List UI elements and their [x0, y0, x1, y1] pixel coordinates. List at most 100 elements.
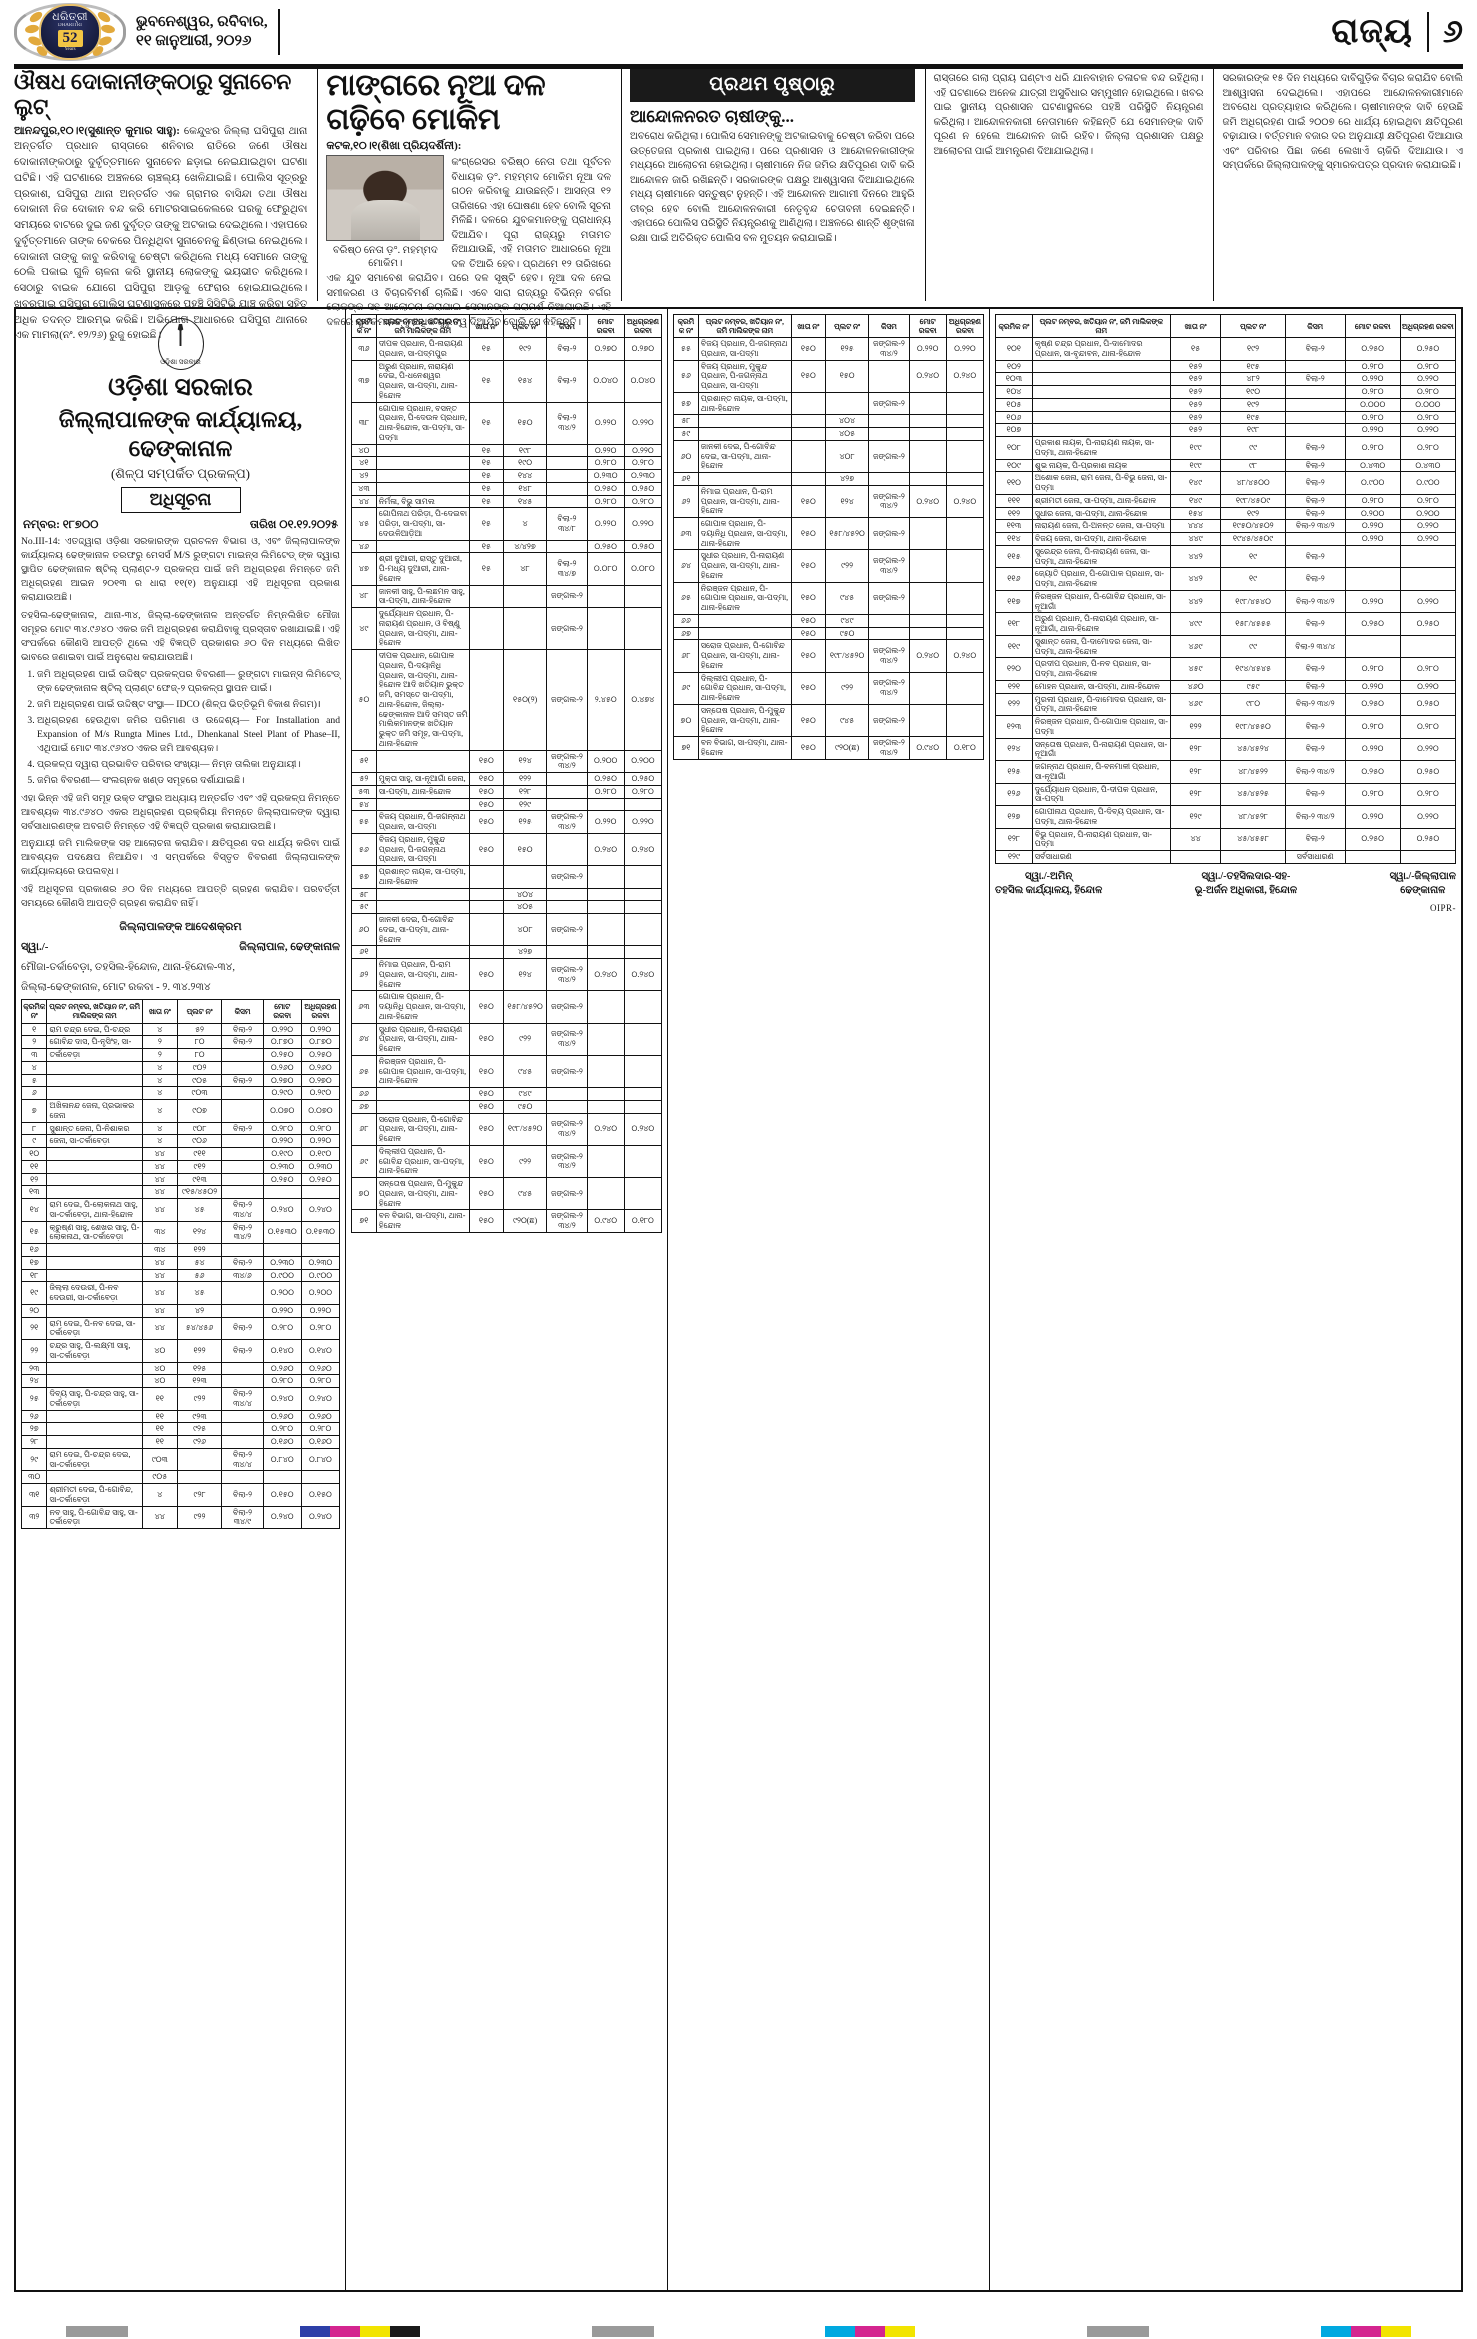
table-cell: ବିଲା-୨ — [221, 1339, 264, 1363]
table-cell: ୦.୨୪୦ — [945, 359, 985, 393]
table-cell — [546, 456, 588, 471]
table-cell: ୯୪୯ — [824, 613, 870, 628]
table-cell: ୧୫ — [468, 469, 504, 483]
land-table-b2: କ୍ରମିକ ନଂ ପ୍ଲଟ ନମ୍ବର, ଖତିୟାନ ନଂ, ଜମି ମାଲ… — [673, 313, 985, 760]
table-cell: ଜଙ୍ଗଲ-୨ — [546, 584, 588, 609]
notice-list-item: ପ୍ରକଳ୍ପ ଦ୍ୱାରା ପ୍ରଭାବିତ ପରିବାର ସଂଖ୍ୟା— ନ… — [37, 758, 340, 772]
table-cell: ୯୯ — [1220, 436, 1286, 460]
table-cell — [908, 549, 947, 583]
table-cell: ୧୯ — [20, 1281, 48, 1305]
table-cell: ୧୯୮/୪୫୨୦ — [502, 1112, 548, 1146]
table-cell: ପ୍ରଦୀପ ପ୍ରଧାନ, ପି-ନବ ପ୍ରଧାନ, ସା-ପଦ୍ମା, ଥ… — [1031, 657, 1171, 681]
table-cell: ୦.୨୮୦ — [623, 784, 663, 799]
table-cell: ୧୨୧ — [995, 679, 1033, 694]
th-kisam: କିସମ — [221, 999, 264, 1024]
table-cell: ୪୪୨ — [1169, 567, 1222, 591]
table-cell: ୪୫ — [351, 507, 377, 541]
th-serial: କ୍ରମିକ ନଂ — [20, 999, 48, 1024]
table-cell — [790, 391, 826, 416]
table-cell: ୩୬ — [351, 337, 377, 361]
table-cell — [468, 887, 504, 902]
table-cell: ୧୫୪ — [1169, 506, 1222, 521]
table-cell: ୧୯୨ — [1220, 397, 1286, 412]
table-cell: ୧୯୯ — [1169, 436, 1222, 460]
table-cell — [221, 1243, 264, 1257]
table-cell: ୦.୨୨୦ — [262, 1134, 302, 1148]
table-cell — [221, 1134, 264, 1148]
table-cell: ୦.୧୫୦ — [262, 1483, 302, 1507]
table-row: ୯ ଜେନା, ସା-ତର୍କାବେଡ଼ା ୪ ୯୦୬ ୦.୨୨୦ ୦.୨୨୦ — [20, 1134, 341, 1148]
table-cell — [46, 1255, 143, 1270]
table-cell — [586, 584, 625, 609]
table-cell — [586, 607, 625, 651]
story1-dateline: ଆନନ୍ଦପୁର,୧୦।୧(ସୁଶାନ୍ତ କୁମାର ସାହୁ): — [14, 124, 180, 137]
table-cell: ୨୧ — [20, 1316, 48, 1340]
th-acquired: ଅଧିଗ୍ରହଣ ରକବା — [945, 313, 985, 339]
table-cell: ଜଙ୍ଗଲ-୨ — [868, 517, 910, 551]
table-row: ୬୯ ଦିଲ୍ଲୀପ ପ୍ରଧାନ, ପି-ଗୋବିନ୍ଦ ପ୍ରଧାନ, ସା-… — [351, 1144, 663, 1179]
article-continuation-1: ରାସ୍ତାରେ ଗଲା ପ୍ରାୟ ଘଣ୍ଟାଏ ଧରି ଯାନବାହାନ ଚ… — [924, 69, 1203, 301]
table-cell: ୧୦୨ — [995, 359, 1033, 374]
table-cell: ୪୪୪ — [1169, 519, 1222, 534]
table-cell: ୦.୯୪୦ — [586, 1209, 625, 1233]
table-cell: ୯୪୫ — [824, 703, 870, 738]
table-cell: ୧୫୦ — [468, 958, 504, 992]
table-cell: ୦.୨୮୦ — [1344, 410, 1401, 425]
table-cell: ବିଲା-୨ ୩୪/୨ — [221, 1220, 264, 1244]
th-khata: ଖାତା ନଂ — [468, 313, 504, 339]
table-cell: ଦୀପକ ପ୍ରଧାନ, ପି-ନାରାୟଣ ପ୍ରଧାନ, ସା-ପଦ୍ମପୁ… — [375, 337, 470, 361]
table-cell: ୦.୧୬୦ — [262, 1435, 302, 1449]
table-cell: ୫୨ — [351, 772, 377, 786]
table-row: ୧୦୫ ୧୫୨ ୧୯୨ ୦.୦୦୦ ୦.୦୦୦ — [995, 397, 1457, 412]
table-cell: ପ୍ରଶାନ୍ତ ନାୟକ, ସା-ପଦ୍ମା, ଥାନା-ହିନ୍ଦୋଳ — [375, 865, 470, 889]
table-cell: ୦.୨୪୦ — [623, 1112, 663, 1146]
table-cell — [623, 1054, 663, 1089]
table-cell: ସୁରେନ୍ଦ୍ର ଜେନା, ପି-ନାରାୟଣ ଜେନା, ସା-ପଦ୍ମା… — [1031, 544, 1171, 569]
table-cell — [1399, 567, 1457, 591]
table-cell: ୦.୧୫୩୦ — [300, 1220, 341, 1244]
table-cell: ଜଙ୍ଗଲ-୨ ୩୪/୨ — [868, 337, 910, 361]
table-cell: ୦.୨୫୦ — [586, 481, 625, 496]
article-mokim-new-party: ମାଙ୍ଗରେ ନୂଆ ଦଳ ଗଢ଼ିବେ ମୋକିମ କଟକ,୧୦।୧(ଶିଖ… — [317, 69, 611, 328]
table-cell: ୦.୨୮୦ — [623, 494, 663, 509]
table-cell: ୦.୨୨୦ — [1344, 519, 1401, 534]
table-cell: ବିଲା-୨ ୩୪/୪ — [221, 1447, 264, 1472]
table-cell — [546, 797, 588, 812]
table-cell: ୧୫୨ — [1169, 359, 1222, 374]
table-cell: ୪୦୮ — [824, 439, 870, 474]
notice-list: ଜମି ଅଧିଗ୍ରହଣ ପାଇଁ ଉଦ୍ଦିଷ୍ଟ ପ୍ରକଳ୍ପର ବିବର… — [21, 668, 340, 787]
notice-right-column: କ୍ରମିକ ନଂ ପ୍ଲଟ ନମ୍ବର, ଖତିୟାନ ନଂ, ଜମି ମାଲ… — [668, 309, 990, 2290]
table-cell — [375, 1087, 470, 1101]
table-cell: ୫୫ — [673, 337, 699, 361]
table-row: ୪୫ ଗୋପିନାଥ ପରିଡ଼ା, ପି-ଦେଇବା ପରିଡ଼ା, ସା-ପଦ… — [351, 507, 663, 541]
table-cell — [46, 1243, 143, 1257]
table-cell: ୯୨୨ — [502, 1022, 548, 1056]
table-cell: ୦.୨୭୦ — [300, 1073, 341, 1088]
table-cell: ୦.୨୪୦ — [945, 484, 985, 519]
table-cell: ବିଭୁ ପ୍ରଧାନ, ପି-ନାରାୟଣ ପ୍ରଧାନ, ସା-ପଦ୍ମା — [1031, 827, 1171, 852]
table-cell: ୪୨୭ — [502, 945, 548, 960]
table-cell: ୦.୨୫୦ — [262, 1172, 302, 1187]
table-cell: ୧୨୯ — [1169, 805, 1222, 829]
th-total: ମୋଟ ରକବା — [1344, 313, 1401, 339]
table-cell: ୦.୨୮୦ — [300, 1374, 341, 1388]
notice-meta-row: ନମ୍ବର: ୧୮୭୦୦ ତାରିଖ ୦୧.୧୨.୨୦୨୫ — [23, 519, 338, 532]
table-row: ୧୧୭ ନିରଞ୍ଜନ ପ୍ରଧାନ, ପି-ଗୋବିନ୍ଦ ପ୍ରଧାନ, ସା… — [995, 589, 1457, 614]
table-cell — [1399, 850, 1457, 864]
th-khata: ଖାତା ନଂ — [790, 313, 826, 339]
table-cell: ଜଙ୍ଗଲ-୨ ୩୪/୨ — [546, 1144, 588, 1179]
mouza-address-line-1: ମୌଜା-ତର୍କାବେଡ଼ା, ତହସିଲ-ହିନ୍ଦୋଳ, ଥାନା-ହିନ… — [21, 961, 236, 973]
table-cell: ୪ — [502, 507, 548, 541]
table-cell: ବିଲା-୨ ୩୪/୪ — [221, 1198, 264, 1222]
table-cell: ବିଲା-୨ — [1284, 493, 1346, 508]
table-cell: ଶ୍ରୀମତୀ ଦେଇ, ପି-ଗୋବିନ୍ଦ, ସା-ତର୍କାବେଡ଼ା — [46, 1483, 143, 1507]
table-cell — [908, 671, 947, 705]
table-cell — [790, 427, 826, 441]
table-cell: ୫୧ — [351, 749, 377, 774]
table-cell: ୯୨୬ — [176, 1435, 223, 1449]
table-row: ୫୧ ୧୫୦ ୧୨୪ ଜଙ୍ଗଲ-୨ ୩୪/୨ ୦.୨୦୦ ୦.୨୦୦ — [351, 749, 663, 774]
table-cell — [375, 945, 470, 960]
table-row: ୧୨୯ ସର୍ବସାଧାରଣ ସର୍ବସାଧାରଣ — [995, 850, 1457, 864]
page-number-divider — [1426, 12, 1429, 52]
table-row: ୫୭ ପ୍ରଶାନ୍ତ ନାୟକ, ସା-ପଦ୍ମା, ଥାନା-ହିନ୍ଦୋଳ ଜ… — [673, 391, 985, 416]
